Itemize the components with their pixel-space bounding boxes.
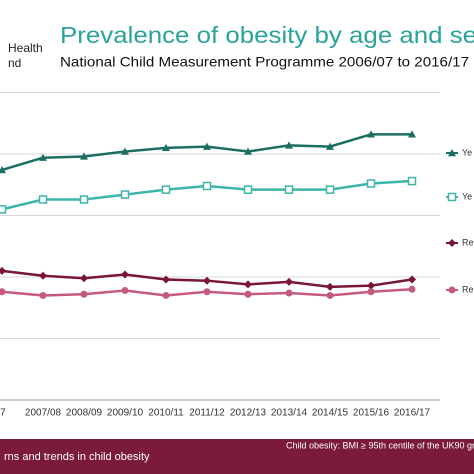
legend-marker bbox=[447, 192, 457, 202]
x-tick-label: 2014/15 bbox=[312, 408, 349, 419]
marker bbox=[0, 288, 6, 296]
footer-text: rns and trends in child obesity bbox=[4, 451, 150, 463]
marker bbox=[367, 130, 375, 138]
marker bbox=[121, 147, 129, 155]
marker bbox=[244, 280, 252, 289]
x-tick-label: 2010/11 bbox=[148, 408, 184, 419]
marker bbox=[285, 289, 293, 297]
marker bbox=[120, 190, 130, 199]
marker bbox=[244, 290, 252, 298]
marker bbox=[284, 185, 294, 194]
chart-title: Prevalence of obesity by age and sex bbox=[60, 22, 474, 48]
marker bbox=[367, 288, 375, 296]
legend-marker bbox=[448, 239, 456, 247]
x-tick-label: 2013/14 bbox=[271, 408, 308, 419]
legend-label: Ye bbox=[462, 147, 472, 157]
marker bbox=[80, 290, 88, 298]
marker bbox=[285, 277, 293, 286]
legend-label: Re bbox=[462, 237, 474, 247]
marker bbox=[326, 142, 334, 150]
marker bbox=[203, 276, 211, 285]
marker bbox=[162, 143, 170, 152]
marker bbox=[39, 153, 47, 161]
marker bbox=[366, 179, 376, 188]
marker bbox=[162, 291, 170, 299]
marker bbox=[203, 142, 211, 150]
logo-text: Health bbox=[8, 41, 43, 55]
marker bbox=[79, 195, 89, 204]
legend-label: Re bbox=[462, 284, 474, 294]
marker bbox=[38, 195, 48, 204]
footer-bar bbox=[0, 439, 474, 474]
marker bbox=[367, 281, 375, 290]
marker bbox=[244, 147, 252, 155]
marker bbox=[39, 271, 47, 280]
marker bbox=[243, 185, 253, 194]
marker bbox=[80, 152, 88, 160]
marker bbox=[80, 274, 88, 283]
x-tick-label: 2008/09 bbox=[66, 408, 103, 419]
x-tick-label: 2012/13 bbox=[230, 408, 267, 419]
x-tick-label: 2011/12 bbox=[189, 408, 225, 419]
marker bbox=[202, 181, 212, 191]
footer-note: Child obesity: BMI ≥ 95th centile of the… bbox=[286, 440, 474, 450]
x-tick-label: 6/07 bbox=[0, 408, 6, 419]
legend-marker bbox=[448, 286, 456, 294]
x-tick-label: 2016/17 bbox=[394, 408, 431, 419]
marker bbox=[326, 291, 334, 299]
marker bbox=[408, 130, 416, 138]
legend-label: Ye bbox=[462, 191, 472, 201]
marker bbox=[325, 185, 335, 194]
marker bbox=[326, 282, 334, 291]
marker bbox=[121, 287, 129, 295]
marker bbox=[407, 176, 417, 186]
marker bbox=[0, 266, 6, 275]
marker bbox=[408, 285, 416, 293]
marker bbox=[39, 291, 47, 299]
marker bbox=[0, 205, 7, 214]
marker bbox=[285, 141, 293, 149]
x-tick-label: 2015/16 bbox=[353, 408, 390, 419]
marker bbox=[203, 288, 211, 296]
x-tick-label: 2009/10 bbox=[107, 408, 144, 419]
marker bbox=[162, 275, 170, 284]
marker bbox=[408, 275, 416, 284]
marker bbox=[121, 270, 129, 279]
legend-marker bbox=[448, 149, 456, 157]
marker bbox=[161, 185, 171, 194]
x-tick-label: 2007/08 bbox=[25, 408, 62, 419]
logo-text: nd bbox=[8, 56, 21, 70]
chart-subtitle: National Child Measurement Programme 200… bbox=[60, 54, 469, 70]
marker bbox=[0, 165, 6, 174]
